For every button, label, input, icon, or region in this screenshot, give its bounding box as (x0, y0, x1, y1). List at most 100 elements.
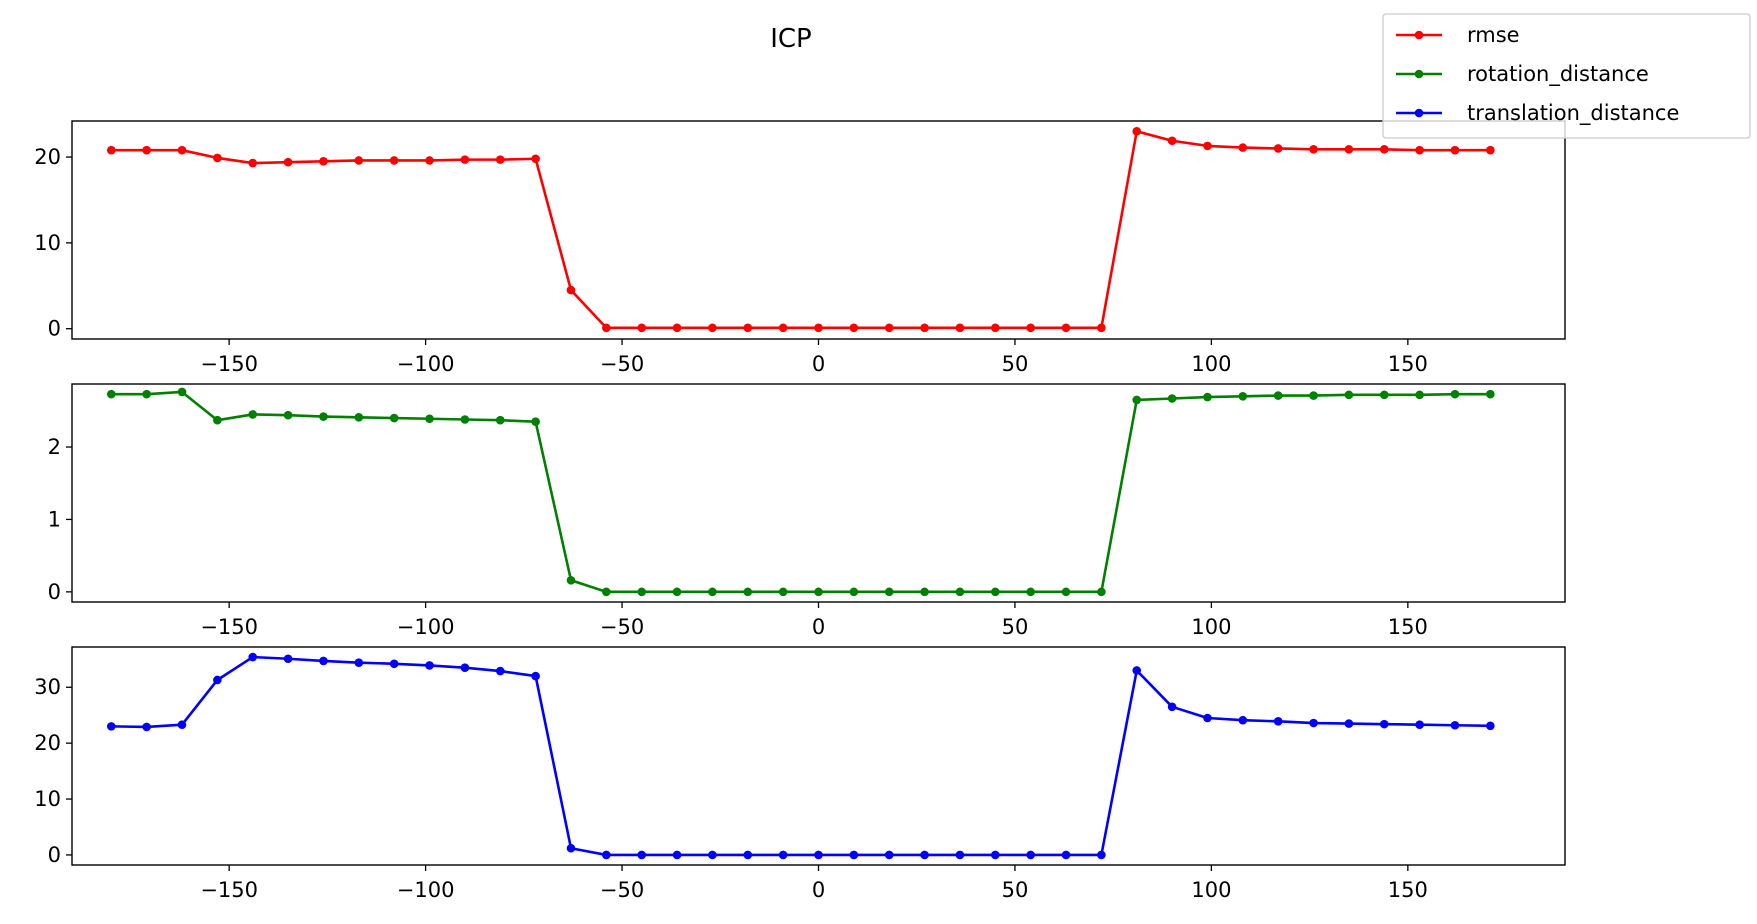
x-tick-label: −150 (200, 615, 258, 639)
data-point-translation-distance (884, 850, 894, 860)
legend-marker-translation-distance (1414, 108, 1424, 118)
data-point-rmse (1061, 323, 1071, 333)
data-point-rmse (1238, 143, 1248, 152)
data-point-rotation-distance (602, 587, 611, 597)
data-point-translation-distance (142, 722, 151, 732)
data-point-rmse (1415, 145, 1424, 155)
y-tick-label: 20 (34, 731, 61, 755)
data-point-rotation-distance (495, 415, 505, 425)
data-point-translation-distance (106, 722, 116, 731)
data-point-translation-distance (1238, 715, 1248, 725)
legend-marker-rotation-distance (1414, 69, 1424, 79)
data-point-translation-distance (1167, 702, 1177, 712)
data-point-rmse (177, 145, 187, 155)
subplot-3: −150 −100 −50 0 50 100 150 0 10 20 30 (34, 646, 1566, 902)
x-tick-label: 100 (1191, 615, 1231, 639)
data-point-rotation-distance (213, 415, 222, 425)
data-point-rmse (1450, 145, 1460, 155)
data-point-translation-distance (1344, 719, 1354, 728)
data-point-translation-distance (460, 663, 470, 672)
data-point-rmse (566, 285, 576, 295)
data-point-rmse (283, 157, 293, 167)
legend-label-translation-distance: translation_distance (1467, 101, 1679, 126)
data-point-rmse (248, 158, 258, 168)
data-point-rotation-distance (354, 413, 364, 422)
data-point-rotation-distance (672, 587, 682, 597)
y-tick-label: 2 (48, 435, 61, 459)
data-point-translation-distance (1132, 666, 1142, 675)
data-point-rotation-distance (955, 587, 965, 597)
data-point-translation-distance (177, 720, 187, 729)
data-point-rotation-distance (1415, 390, 1424, 400)
x-tick-label: 150 (1388, 352, 1428, 376)
data-point-translation-distance (283, 654, 293, 664)
data-point-rmse (708, 323, 717, 333)
data-point-rmse (460, 155, 470, 164)
data-point-rotation-distance (920, 587, 929, 597)
y-tick-label: 0 (48, 317, 61, 341)
x-tick-label: −150 (200, 352, 258, 376)
data-point-rotation-distance (991, 587, 1000, 597)
legend-entry-rmse: rmse (1396, 23, 1520, 47)
data-point-rmse (213, 153, 222, 163)
data-point-rotation-distance (1486, 389, 1495, 399)
data-point-rotation-distance (849, 587, 859, 597)
data-point-rmse (1309, 145, 1318, 154)
data-point-rotation-distance (1344, 390, 1354, 400)
data-point-rmse (991, 323, 1000, 333)
data-point-rmse (319, 157, 328, 166)
data-point-rotation-distance (142, 389, 151, 399)
data-point-rmse (920, 323, 929, 333)
data-point-rmse (849, 323, 859, 333)
data-point-rmse (1026, 323, 1035, 333)
data-point-translation-distance (672, 850, 682, 860)
data-point-translation-distance (319, 656, 328, 666)
data-point-rmse (672, 323, 682, 333)
x-tick-label: −100 (397, 352, 455, 376)
data-point-rmse (884, 323, 894, 333)
data-point-translation-distance (955, 850, 965, 860)
y-tick-label: 10 (34, 787, 61, 811)
data-point-rmse (495, 155, 505, 164)
data-point-rotation-distance (1309, 391, 1318, 400)
data-point-translation-distance (213, 675, 222, 685)
data-point-translation-distance (991, 850, 1000, 860)
data-point-translation-distance (1379, 719, 1389, 729)
data-point-translation-distance (602, 850, 611, 860)
x-tick-label: 150 (1388, 615, 1428, 639)
x-tick-label: −50 (600, 615, 644, 639)
data-point-translation-distance (354, 658, 364, 667)
data-point-rmse (1132, 127, 1142, 136)
data-point-rotation-distance (425, 414, 434, 424)
data-point-translation-distance (778, 850, 788, 860)
data-point-rmse (1379, 145, 1389, 154)
data-point-translation-distance (1273, 717, 1283, 726)
data-point-translation-distance (1097, 850, 1106, 860)
data-point-rmse (1097, 323, 1106, 333)
data-point-rotation-distance (637, 587, 646, 597)
data-point-rmse (1486, 145, 1495, 155)
data-point-translation-distance (1203, 713, 1212, 723)
x-tick-label: −150 (200, 878, 258, 902)
y-tick-label: 0 (48, 843, 61, 867)
data-point-translation-distance (1061, 850, 1071, 860)
data-point-rmse (142, 145, 151, 155)
data-point-translation-distance (849, 850, 859, 860)
data-point-rotation-distance (106, 389, 116, 399)
data-point-rmse (955, 323, 965, 333)
data-point-rotation-distance (1097, 587, 1106, 597)
data-point-rotation-distance (743, 587, 753, 597)
x-tick-label: 100 (1191, 878, 1231, 902)
x-tick-label: 50 (1002, 878, 1029, 902)
data-point-rmse (602, 323, 611, 333)
series-line-rotation-distance (111, 390, 1491, 594)
data-point-rmse (1203, 141, 1212, 151)
data-point-translation-distance (425, 661, 434, 670)
data-point-rotation-distance (884, 587, 894, 597)
data-point-rotation-distance (1061, 587, 1071, 597)
legend-frame (1382, 13, 1751, 139)
data-point-rotation-distance (319, 412, 328, 421)
data-point-translation-distance (743, 850, 753, 860)
data-point-translation-distance (920, 850, 929, 860)
